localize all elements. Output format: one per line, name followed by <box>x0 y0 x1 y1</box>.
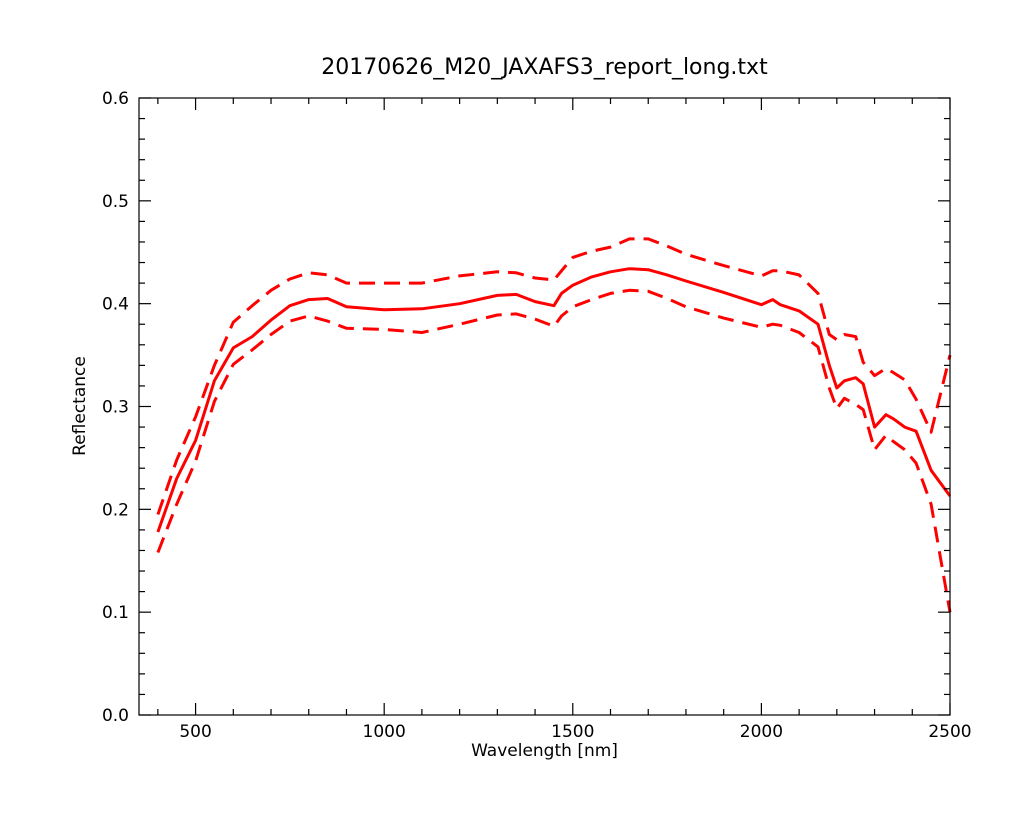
x-tick-label: 2000 <box>740 722 783 742</box>
x-tick-label: 1000 <box>363 722 406 742</box>
y-tick-label: 0.2 <box>102 500 129 520</box>
y-tick-label: 0.6 <box>102 89 129 109</box>
y-axis-label: Reflectance <box>70 356 90 456</box>
y-tick-label: 0.5 <box>102 192 129 212</box>
x-tick-label: 500 <box>179 722 211 742</box>
tick-labels-layer: 500 1000 1500 2000 2500 0.0 0.1 0.2 0.3 0.4 0.5 0.6 <box>102 89 972 742</box>
x-tick-label: 1500 <box>551 722 594 742</box>
series-line-3 <box>156 288 952 613</box>
series-line-2 <box>156 237 952 515</box>
series-line-1 <box>156 267 952 533</box>
y-tick-label: 0.0 <box>102 706 129 726</box>
y-tick-label: 0.3 <box>102 398 129 418</box>
series-layer <box>156 237 952 613</box>
x-tick-label: 2500 <box>928 722 971 742</box>
chart-title: 20170626_M20_JAXAFS3_report_long.txt <box>321 55 768 80</box>
x-axis-label: Wavelength [nm] <box>471 741 618 761</box>
y-tick-label: 0.1 <box>102 603 129 623</box>
ticks-layer <box>139 97 951 716</box>
plot-frame <box>138 97 951 716</box>
y-tick-label: 0.4 <box>102 295 129 315</box>
